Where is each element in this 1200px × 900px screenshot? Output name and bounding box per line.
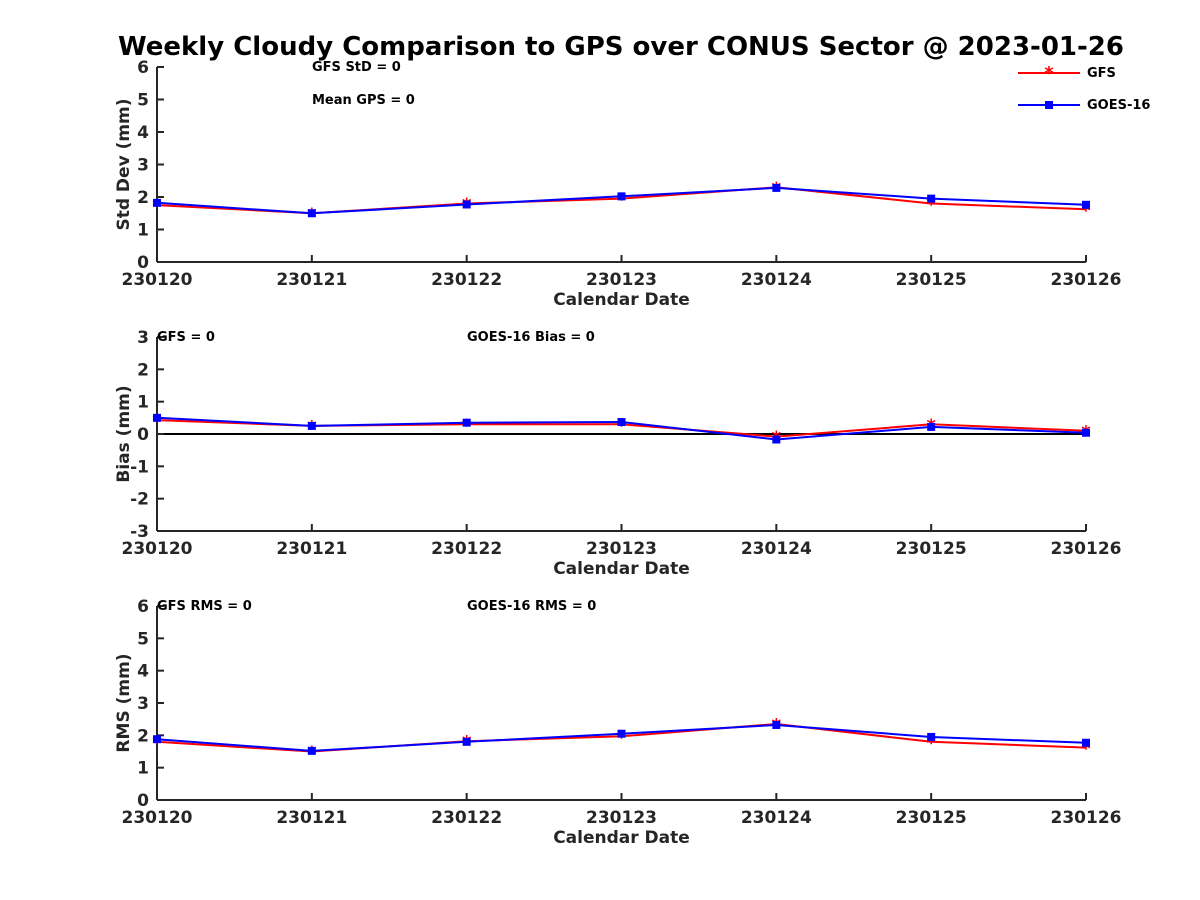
- y-tick-label: 6: [137, 597, 149, 617]
- y-tick-label: 0: [137, 253, 149, 273]
- x-tick-label: 230124: [741, 539, 812, 559]
- legend-marker-gfs: *: [1044, 63, 1054, 84]
- x-tick-label: 230120: [122, 808, 193, 828]
- x-tick-label: 230123: [586, 539, 657, 559]
- legend-label-goes16: GOES-16: [1087, 98, 1150, 113]
- x-tick-label: 230120: [122, 539, 193, 559]
- data-point-goes16: [617, 192, 626, 201]
- y-tick-label: 3: [137, 156, 149, 176]
- data-point-goes16: [307, 209, 316, 218]
- data-point-goes16: [153, 198, 161, 207]
- chart-panel-1: 0 1 2 3 4 5 6 230120 230121 230122 230123 230124 230…: [114, 58, 1121, 310]
- x-axis-label: Calendar Date: [553, 828, 690, 848]
- y-tick-label: 6: [137, 58, 149, 78]
- legend: * GFS GOES-16: [1018, 63, 1150, 113]
- y-tick-label: 4: [137, 662, 149, 682]
- data-point-goes16: [307, 746, 316, 755]
- y-tick-label: 3: [137, 328, 149, 348]
- x-tick-label: 230125: [896, 539, 967, 559]
- data-point-goes16: [307, 421, 316, 430]
- y-tick-label: -2: [130, 490, 149, 510]
- x-tick-label: 230122: [431, 539, 502, 559]
- data-point-goes16: [153, 413, 161, 422]
- y-tick-label: 5: [137, 91, 149, 111]
- data-point-gfs: *: [1081, 739, 1091, 760]
- x-tick-label: 230125: [896, 808, 967, 828]
- x-tick-label: 230124: [741, 808, 812, 828]
- stats-annotation: GFS StD = 0: [312, 60, 401, 75]
- data-point-goes16: [927, 732, 936, 741]
- data-point-gfs: *: [152, 733, 162, 754]
- x-tick-label: 230121: [276, 808, 347, 828]
- y-tick-label: 0: [137, 791, 149, 811]
- y-tick-label: 0: [137, 425, 149, 445]
- data-point-goes16: [772, 183, 781, 192]
- y-tick-label: -3: [130, 522, 149, 542]
- y-axis-label: Std Dev (mm): [114, 98, 134, 230]
- data-point-gfs: *: [1081, 200, 1091, 221]
- figure-title: Weekly Cloudy Comparison to GPS over CON…: [118, 32, 1124, 62]
- data-point-goes16: [462, 737, 471, 746]
- x-tick-label: 230124: [741, 270, 812, 290]
- data-point-goes16: [462, 200, 471, 209]
- chart-panel-2: -3 -2 -1 0 1 2 3 230120 230121 230122 230123 230124…: [114, 328, 1121, 579]
- y-axis-label: RMS (mm): [114, 653, 134, 752]
- data-point-goes16: [772, 435, 781, 444]
- x-tick-label: 230121: [276, 539, 347, 559]
- stats-annotation: GOES-16 RMS = 0: [467, 599, 596, 614]
- data-point-goes16: [1082, 200, 1090, 209]
- data-point-goes16: [617, 418, 626, 427]
- data-point-gfs: *: [926, 733, 936, 754]
- data-point-gfs: *: [926, 195, 936, 216]
- data-point-goes16: [927, 422, 936, 431]
- x-tick-label: 230126: [1051, 539, 1122, 559]
- x-axis-label: Calendar Date: [553, 290, 690, 310]
- y-tick-label: 1: [137, 759, 149, 779]
- data-point-goes16: [1082, 738, 1090, 747]
- x-tick-label: 230120: [122, 270, 193, 290]
- y-tick-label: 5: [137, 629, 149, 649]
- data-point-goes16: [462, 418, 471, 427]
- x-tick-label: 230123: [586, 808, 657, 828]
- stats-annotation: GOES-16 Bias = 0: [467, 330, 595, 345]
- y-tick-label: 1: [137, 393, 149, 413]
- data-point-goes16: [153, 735, 161, 744]
- x-axis-label: Calendar Date: [553, 559, 690, 579]
- x-tick-label: 230122: [431, 808, 502, 828]
- legend-marker-goes16: [1045, 101, 1053, 109]
- chart-panel-3: 0 1 2 3 4 5 6 230120 230121 230122 230123 230124 230…: [114, 597, 1121, 848]
- y-tick-label: 2: [137, 360, 149, 380]
- data-point-goes16: [927, 194, 936, 203]
- x-tick-label: 230123: [586, 270, 657, 290]
- data-point-goes16: [617, 729, 626, 738]
- data-point-gfs: *: [617, 727, 627, 748]
- y-tick-label: 2: [137, 188, 149, 208]
- x-tick-label: 230122: [431, 270, 502, 290]
- data-point-goes16: [772, 720, 781, 729]
- y-tick-label: 3: [137, 694, 149, 714]
- y-tick-label: -1: [130, 457, 149, 477]
- y-tick-label: 1: [137, 221, 149, 241]
- x-tick-label: 230126: [1051, 270, 1122, 290]
- stats-annotation: GFS = 0: [157, 330, 215, 345]
- y-tick-label: 4: [137, 123, 149, 143]
- stats-annotation: Mean GPS = 0: [312, 93, 415, 108]
- x-tick-label: 230125: [896, 270, 967, 290]
- data-point-goes16: [1082, 428, 1090, 437]
- y-axis-label: Bias (mm): [114, 385, 134, 482]
- legend-label-gfs: GFS: [1087, 66, 1116, 81]
- y-tick-label: 2: [137, 726, 149, 746]
- x-tick-label: 230121: [276, 270, 347, 290]
- stats-annotation: GFS RMS = 0: [157, 599, 252, 614]
- x-tick-label: 230126: [1051, 808, 1122, 828]
